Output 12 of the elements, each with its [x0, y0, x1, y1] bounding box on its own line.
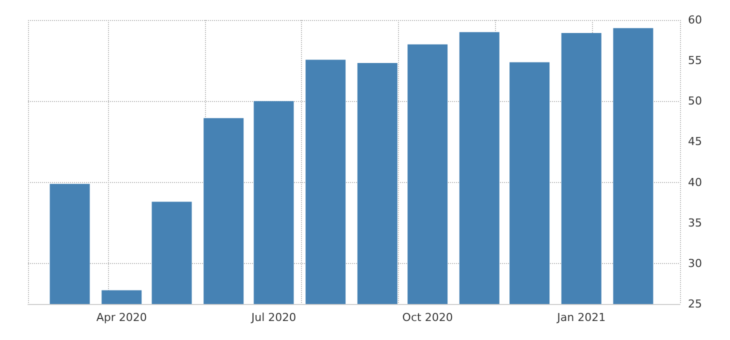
- y-tick-label: 40: [688, 176, 702, 189]
- y-tick-label: 60: [688, 14, 702, 26]
- x-tick-label: Apr 2020: [96, 311, 147, 324]
- y-tick-label: 35: [688, 216, 702, 230]
- y-tick-label: 55: [688, 54, 702, 68]
- y-tick-label: 50: [688, 94, 702, 108]
- y-tick-label: 30: [688, 256, 702, 270]
- x-tick-label: Jan 2021: [556, 311, 606, 324]
- y-tick-label: 45: [688, 135, 702, 148]
- x-tick-label: Jul 2020: [250, 311, 296, 324]
- y-tick-label: 25: [688, 298, 702, 310]
- x-tick-label: Oct 2020: [402, 311, 453, 324]
